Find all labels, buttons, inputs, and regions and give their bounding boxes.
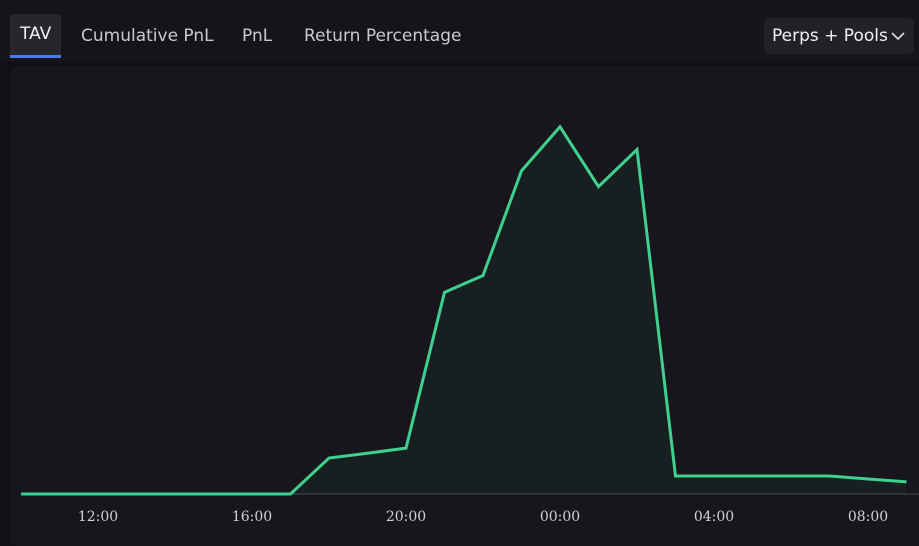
tab[interactable]: TAV xyxy=(10,14,62,58)
x-tick-label: 04:00 xyxy=(694,509,734,525)
area-fill xyxy=(21,126,907,495)
tab[interactable]: Cumulative PnL xyxy=(81,26,214,46)
tab[interactable]: PnL xyxy=(242,26,273,46)
tab-bar: TAV Cumulative PnL PnL Return Percentage… xyxy=(0,0,919,62)
dropdown[interactable]: Perps + Pools xyxy=(764,18,914,54)
x-tick-label: 08:00 xyxy=(848,509,888,525)
dropdown-label: Perps + Pools xyxy=(772,26,888,46)
x-tick-label: 00:00 xyxy=(540,509,580,525)
tab[interactable]: Return Percentage xyxy=(304,26,462,46)
chevron xyxy=(891,32,905,41)
x-tick-label: 20:00 xyxy=(386,509,426,525)
x-tick-label: 12:00 xyxy=(78,509,118,525)
chart-panel xyxy=(10,66,919,546)
line xyxy=(21,124,907,496)
x-tick-label: 16:00 xyxy=(232,509,272,525)
